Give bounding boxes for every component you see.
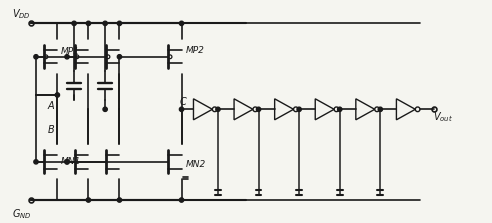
Text: MP1: MP1 xyxy=(61,47,80,56)
Text: B: B xyxy=(48,125,55,135)
Text: $V_{DD}$: $V_{DD}$ xyxy=(12,7,31,21)
Circle shape xyxy=(180,198,184,202)
Circle shape xyxy=(103,21,107,25)
Text: $G_{ND}$: $G_{ND}$ xyxy=(12,207,31,221)
Circle shape xyxy=(117,55,122,59)
Circle shape xyxy=(34,55,38,59)
Circle shape xyxy=(378,107,382,112)
Circle shape xyxy=(65,160,69,164)
Circle shape xyxy=(180,21,184,25)
Text: MN2: MN2 xyxy=(185,160,206,169)
Circle shape xyxy=(34,160,38,164)
Circle shape xyxy=(55,93,60,97)
Circle shape xyxy=(72,21,76,25)
Circle shape xyxy=(180,107,184,112)
Circle shape xyxy=(117,21,122,25)
Circle shape xyxy=(338,107,342,112)
Circle shape xyxy=(103,107,107,112)
Circle shape xyxy=(86,21,91,25)
Circle shape xyxy=(117,198,122,202)
Text: C: C xyxy=(179,97,186,107)
Circle shape xyxy=(86,198,91,202)
Circle shape xyxy=(297,107,301,112)
Text: A: A xyxy=(48,101,55,111)
Text: MN1: MN1 xyxy=(61,157,82,166)
Text: MP2: MP2 xyxy=(185,46,204,55)
Text: $V_{out}$: $V_{out}$ xyxy=(433,110,453,124)
Circle shape xyxy=(216,107,220,112)
Circle shape xyxy=(65,160,69,164)
Circle shape xyxy=(65,55,69,59)
Circle shape xyxy=(256,107,261,112)
